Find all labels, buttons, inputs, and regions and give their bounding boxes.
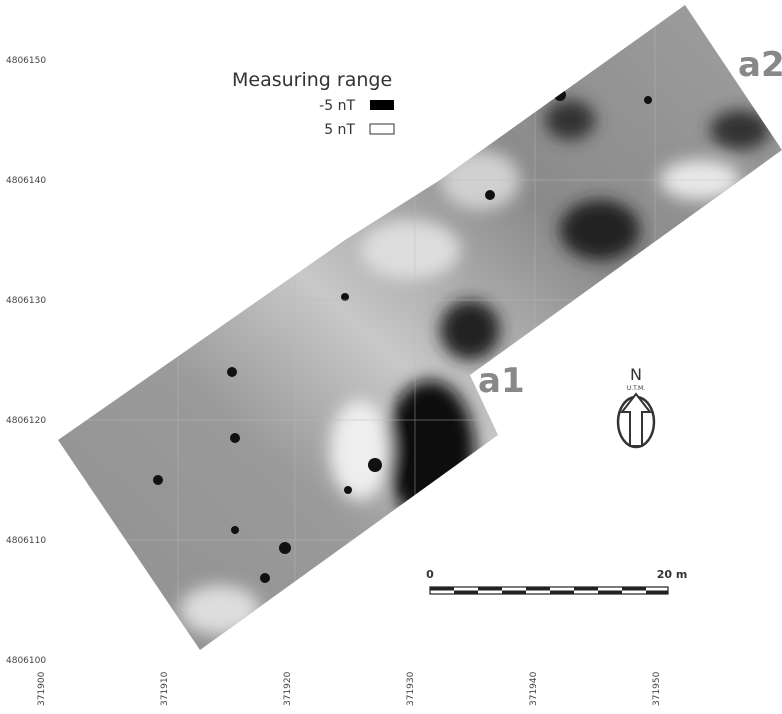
y-coordinate-label: 4806120 <box>6 416 46 426</box>
y-coordinate-label: 4806140 <box>6 176 46 186</box>
legend-item: -5 nT <box>319 98 355 114</box>
area-label: a1 <box>478 361 525 401</box>
x-coordinate-label: 371910 <box>160 671 170 706</box>
x-coordinate-label: 371920 <box>283 671 293 706</box>
north-label: N <box>630 365 642 384</box>
scale-start: 0 <box>426 568 434 581</box>
legend-swatch <box>370 100 394 110</box>
y-coordinate-label: 4806150 <box>6 56 46 66</box>
north-sublabel: U.T.M. <box>627 385 645 392</box>
north-arrow: N U.T.M. <box>618 365 654 447</box>
x-coordinate-label: 371940 <box>529 671 539 706</box>
x-coordinate-label: 371950 <box>652 671 662 706</box>
x-coordinate-label: 371930 <box>406 671 416 706</box>
legend-item: 5 nT <box>324 122 355 138</box>
legend: Measuring range -5 nT 5 nT <box>232 69 394 138</box>
scale-end: 20 m <box>657 568 688 581</box>
legend-swatch <box>370 124 394 134</box>
y-coordinate-label: 4806100 <box>6 656 46 666</box>
x-coordinate-label: 371900 <box>37 671 47 706</box>
y-coordinate-label: 4806130 <box>6 296 46 306</box>
area-label: a2 <box>738 45 782 85</box>
y-coordinate-label: 4806110 <box>6 536 46 546</box>
magnetometry-map: Measuring range -5 nT 5 nT a1 a2 N U.T.M… <box>0 0 782 710</box>
scale-bar: 0 20 m <box>426 568 687 594</box>
legend-title: Measuring range <box>232 69 392 91</box>
